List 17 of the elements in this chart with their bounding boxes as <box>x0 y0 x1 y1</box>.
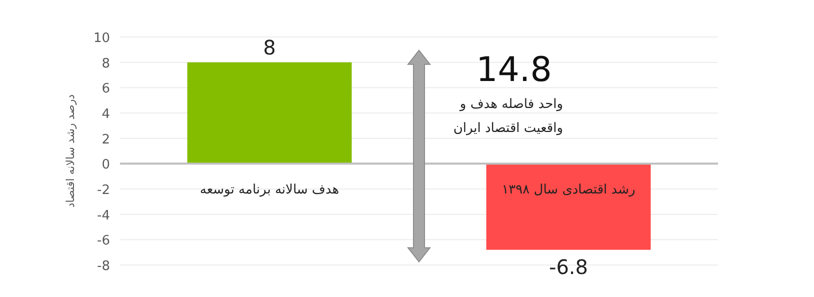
y-tick-label: 2 <box>102 132 110 148</box>
y-tick-label: -4 <box>97 208 110 224</box>
data-label: -6.8 <box>548 254 588 279</box>
x-tick-label: هدف سالانه برنامه توسعه <box>200 182 340 198</box>
y-tick-label: -6 <box>97 234 110 249</box>
y-tick-label: 6 <box>102 82 110 97</box>
y-tick-label: -2 <box>97 183 110 198</box>
y-tick-label: 8 <box>102 56 110 72</box>
y-tick-label: 0 <box>102 158 110 173</box>
y-tick-label: 4 <box>102 107 110 122</box>
y-axis-title: درصد رشد سالانه اقتصاد <box>64 94 77 208</box>
x-tick-label: رشد اقتصادی سال ۱۳۹۸ <box>502 182 636 198</box>
annotation: 14.8 <box>476 50 552 90</box>
annotation: واحد فاصله هدف و واقعیت اقتصاد ایران <box>453 97 563 136</box>
data-label: 8 <box>263 35 276 60</box>
y-tick-label: -8 <box>97 259 110 274</box>
y-tick-label: 10 <box>93 31 110 46</box>
